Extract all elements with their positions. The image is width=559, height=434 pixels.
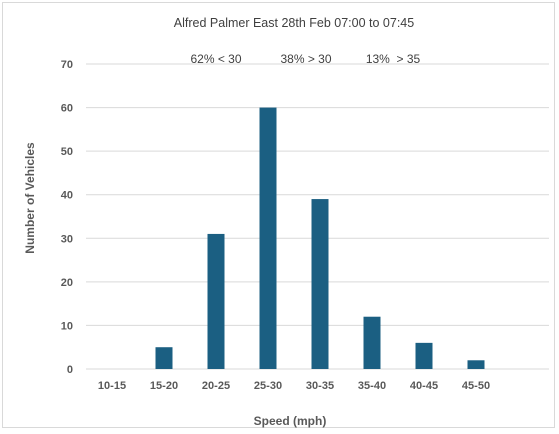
y-tick-label: 60 <box>61 103 73 115</box>
bar-35-40 <box>363 316 381 369</box>
bar-20-25 <box>207 233 225 369</box>
bar-30-35 <box>311 199 329 369</box>
x-tick-label: 40-45 <box>410 380 438 392</box>
bar-25-30 <box>259 107 277 370</box>
y-tick-label: 40 <box>61 190 73 202</box>
x-tick-label: 35-40 <box>358 380 386 392</box>
annotation: 62% < 30 <box>190 52 241 66</box>
y-axis-title: Number of Vehicles <box>23 142 37 254</box>
x-tick-label: 15-20 <box>150 380 178 392</box>
y-tick-label: 10 <box>61 320 73 332</box>
y-tick-label: 50 <box>61 146 73 158</box>
y-tick-label: 70 <box>61 59 73 71</box>
y-tick-label: 30 <box>61 233 73 245</box>
chart-title: Alfred Palmer East 28th Feb 07:00 to 07:… <box>174 16 414 30</box>
annotation: 38% > 30 <box>280 52 331 66</box>
x-axis-ticks: 10-15 15-20 20-25 25-30 30-35 35-40 40-45 45-50 <box>98 380 490 392</box>
chart-frame: Alfred Palmer East 28th Feb 07:00 to 07:… <box>2 2 555 428</box>
annotation-group: 62% < 30 38% > 30 13% > 35 <box>190 52 420 66</box>
x-tick-label: 20-25 <box>202 380 230 392</box>
bar-15-20 <box>155 347 173 369</box>
y-tick-label: 20 <box>61 277 73 289</box>
x-tick-label: 45-50 <box>462 380 490 392</box>
bars <box>155 107 485 370</box>
speed-histogram: Alfred Palmer East 28th Feb 07:00 to 07:… <box>23 16 549 428</box>
x-tick-label: 30-35 <box>306 380 334 392</box>
x-tick-label: 25-30 <box>254 380 282 392</box>
x-tick-label: 10-15 <box>98 380 126 392</box>
x-axis-title: Speed (mph) <box>254 414 327 428</box>
bar-40-45 <box>415 342 433 369</box>
annotation: 13% > 35 <box>366 52 421 66</box>
bar-45-50 <box>467 360 485 369</box>
y-tick-label: 0 <box>67 364 73 376</box>
y-axis-ticks: 0 10 20 30 40 50 60 70 <box>61 59 73 376</box>
